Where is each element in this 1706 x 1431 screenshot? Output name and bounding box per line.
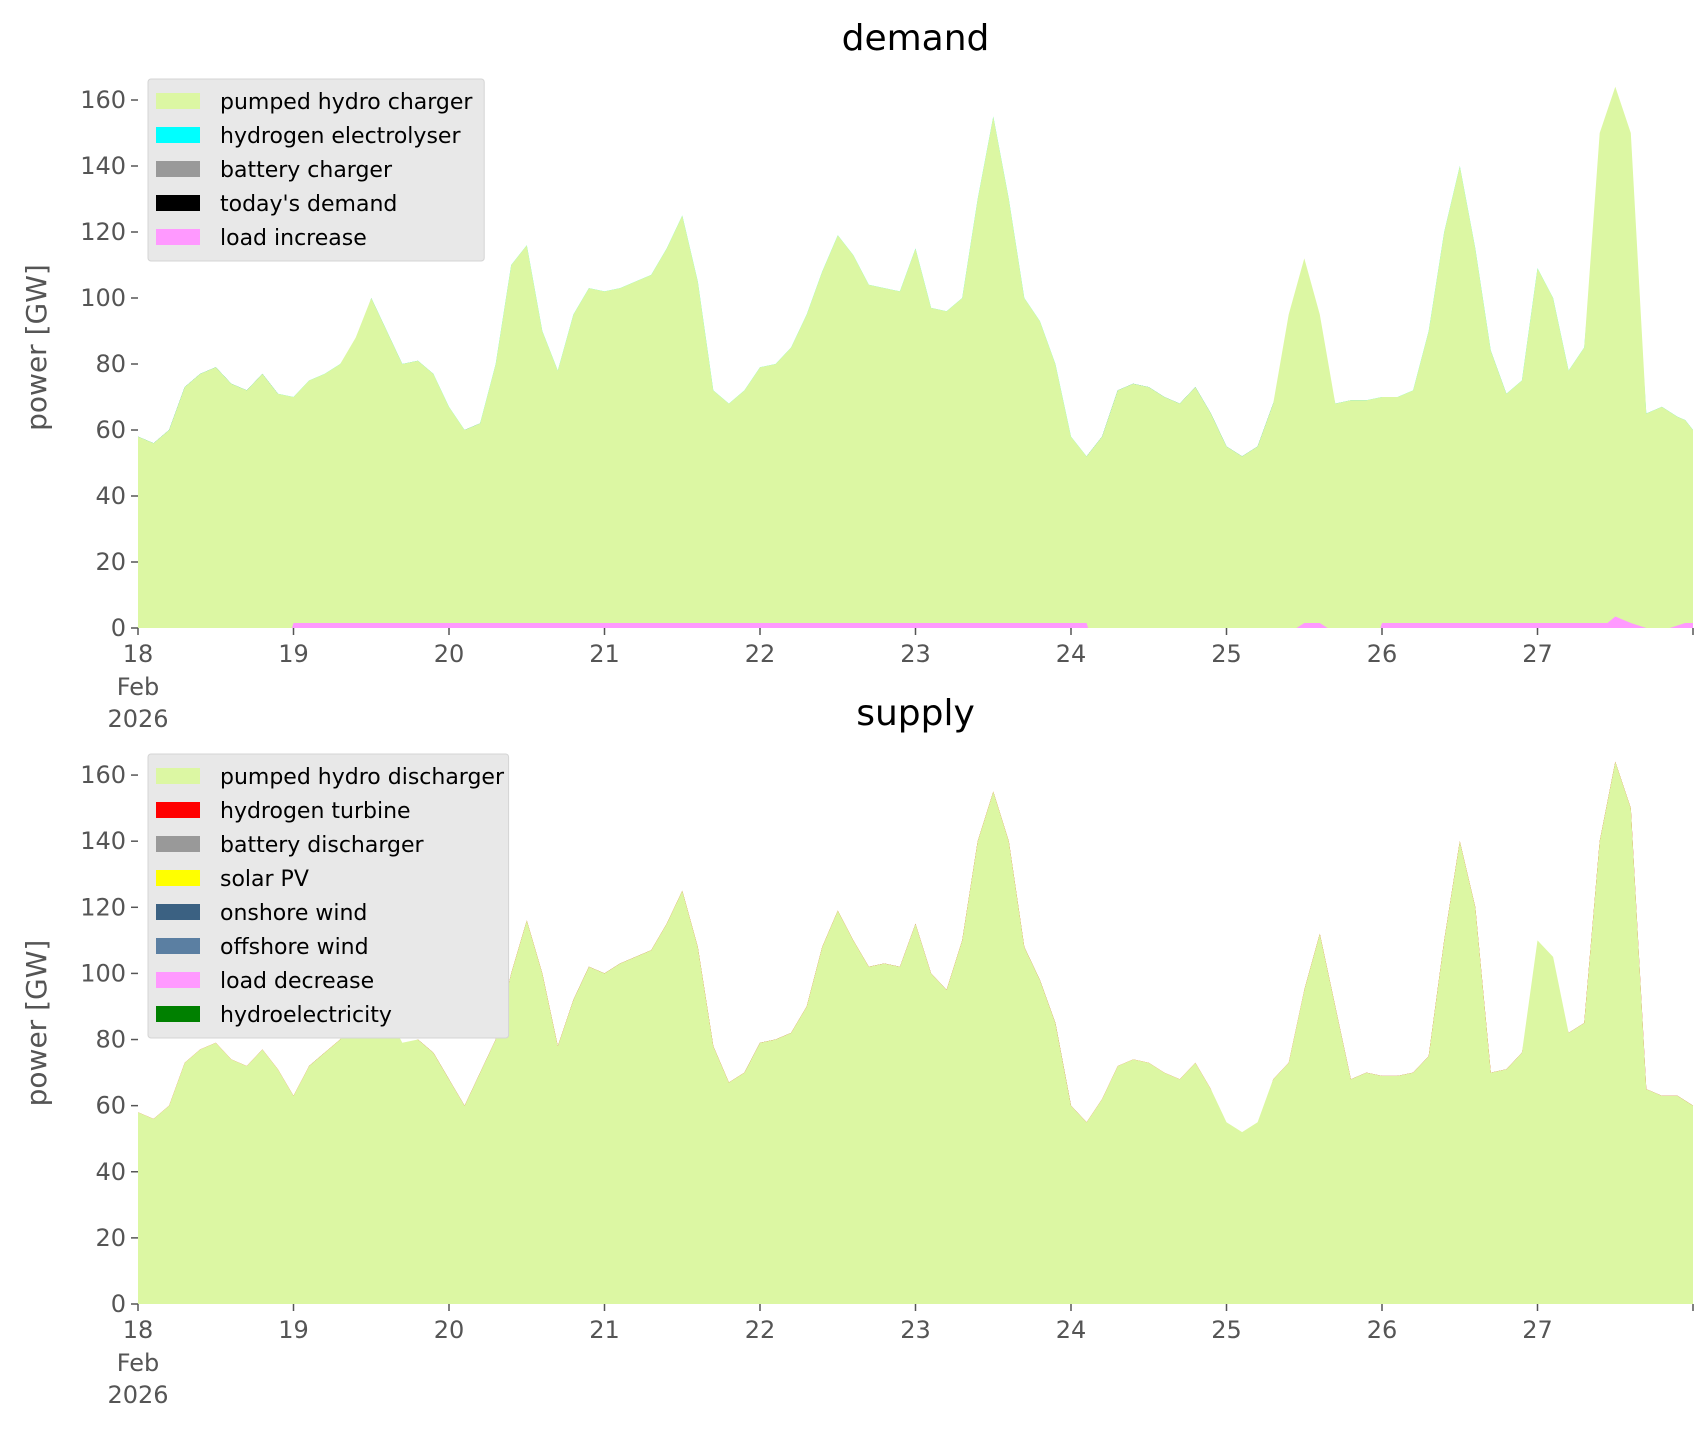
legend-swatch-pumped-hydro-discharger [156,768,200,784]
legend-swatch-load-increase [156,229,200,245]
x-tick-sublabel: Feb [117,1349,160,1377]
legend-label-solar-pv: solar PV [220,867,309,892]
y-tick-label: 80 [95,350,126,378]
area-pumped-hydro-discharger [138,761,1693,1304]
legend-label-battery-charger: battery charger [220,158,393,183]
y-tick-label: 100 [80,959,126,987]
x-tick-label: 21 [589,1316,620,1344]
legend-swatch-offshore-wind [156,938,200,954]
x-tick-label: 19 [278,640,309,668]
area-load-increase [138,616,1693,628]
x-tick-label: 23 [900,1316,931,1344]
legend-label-pumped-hydro-charger: pumped hydro charger [220,90,473,115]
legend-label-battery-discharger: battery discharger [220,833,425,858]
legend-swatch-battery-charger [156,161,200,177]
x-tick-label: 23 [900,640,931,668]
y-tick-label: 60 [95,1092,126,1120]
x-tick-label: 22 [745,1316,776,1344]
y-tick-label: 140 [80,827,126,855]
area-pumped-hydro-charger [138,86,1693,629]
legend-label-offshore-wind: offshore wind [220,935,369,960]
legend-label-today-s-demand: today's demand [220,192,397,217]
x-tick-label: 24 [1056,1316,1087,1344]
x-tick-label: 21 [589,640,620,668]
legend-swatch-hydrogen-turbine [156,802,200,818]
y-tick-label: 120 [80,893,126,921]
legend-swatch-hydroelectricity [156,1006,200,1022]
y-tick-label: 120 [80,218,126,246]
x-tick-label: 27 [1522,640,1553,668]
y-tick-label: 0 [111,614,126,642]
chart-title: demand [842,18,990,59]
y-tick-label: 20 [95,1224,126,1252]
y-tick-label: 0 [111,1290,126,1318]
legend-swatch-pumped-hydro-charger [156,93,200,109]
x-tick-sublabel: 2026 [107,705,168,733]
legend-box [147,78,485,262]
x-tick-label: 20 [434,1316,465,1344]
legend-swatch-onshore-wind [156,904,200,920]
x-tick-sublabel: Feb [117,673,160,701]
x-tick-label: 22 [745,640,776,668]
x-tick-label: 25 [1211,1316,1242,1344]
legend-label-hydrogen-turbine: hydrogen turbine [220,799,411,824]
x-tick-label: 18 [123,1316,154,1344]
x-tick-sublabel: 2026 [107,1381,168,1409]
legend-label-onshore-wind: onshore wind [220,901,367,926]
legend-box [147,753,510,1039]
y-tick-label: 160 [80,761,126,789]
x-tick-label: 20 [434,640,465,668]
y-axis-label: power [GW] [20,940,53,1107]
x-tick-label: 19 [278,1316,309,1344]
legend-swatch-battery-discharger [156,836,200,852]
y-tick-label: 40 [95,1158,126,1186]
x-tick-label: 27 [1522,1316,1553,1344]
legend-label-pumped-hydro-discharger: pumped hydro discharger [220,765,505,790]
legend-swatch-load-decrease [156,972,200,988]
legend-label-hydrogen-electrolyser: hydrogen electrolyser [220,124,461,149]
y-tick-label: 160 [80,86,126,114]
demand-chart-panel: demand 0 20 40 60 80 100 120 140 160 power [GW] 18 1… [20,18,1694,733]
x-tick-label: 26 [1367,1316,1398,1344]
y-tick-label: 40 [95,482,126,510]
legend-label-load-decrease: load decrease [220,969,374,994]
y-tick-label: 80 [95,1026,126,1054]
legend-label-hydroelectricity: hydroelectricity [220,1003,392,1028]
supply-chart-panel: supply 0 20 40 60 80 100 120 140 160 power [GW] 18 1… [20,693,1694,1409]
legend-label-load-increase: load increase [220,226,367,251]
legend-swatch-today-s-demand [156,195,200,211]
y-axis-label: power [GW] [20,264,53,431]
y-tick-label: 60 [95,416,126,444]
x-tick-label: 26 [1367,640,1398,668]
y-tick-label: 20 [95,548,126,576]
chart-title: supply [856,693,975,734]
x-tick-label: 25 [1211,640,1242,668]
legend-swatch-solar-pv [156,870,200,886]
legend-swatch-hydrogen-electrolyser [156,127,200,143]
y-tick-label: 140 [80,152,126,180]
y-tick-label: 100 [80,284,126,312]
x-tick-label: 18 [123,640,154,668]
x-tick-label: 24 [1056,640,1087,668]
